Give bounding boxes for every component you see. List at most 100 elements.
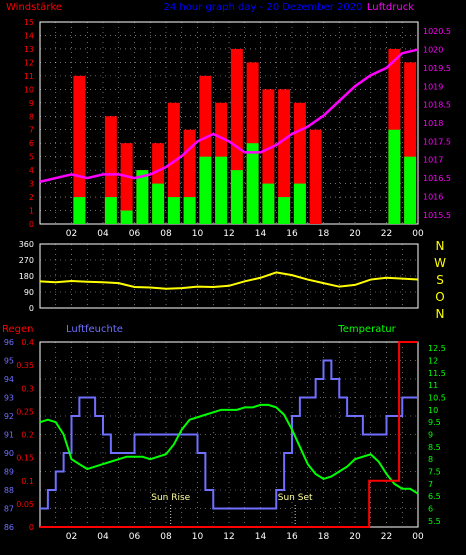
wind-panel-x-tick: 08 xyxy=(160,229,172,239)
rain-y-tick: 0.2 xyxy=(21,431,34,440)
pressure-y-tick: 1020.5 xyxy=(423,27,451,36)
compass-label: W xyxy=(434,256,446,270)
compass-label: S xyxy=(436,273,444,287)
wind-panel-x-tick: 12 xyxy=(223,229,234,239)
wind-bar xyxy=(120,210,133,224)
humidity-y-tick: 89 xyxy=(4,468,14,477)
climate-panel-x-tick: 12 xyxy=(223,532,234,542)
wind-bar xyxy=(293,183,306,224)
wind-y-tick: 8 xyxy=(29,112,34,121)
climate-panel-x-tick: 08 xyxy=(160,532,172,542)
wind-bar xyxy=(246,143,259,224)
pressure-y-tick: 1016.5 xyxy=(423,174,451,183)
wind-panel-x-tick: 06 xyxy=(129,229,141,239)
rain-axis-title: Regen xyxy=(2,324,34,335)
wind-bar xyxy=(230,170,243,224)
wind-y-tick: 10 xyxy=(24,85,34,94)
wind-y-tick: 5 xyxy=(29,153,34,162)
pressure-y-tick: 1015.5 xyxy=(423,211,451,220)
humidity-y-tick: 93 xyxy=(4,394,14,403)
temperature-y-tick: 9 xyxy=(428,431,433,440)
temperature-y-tick: 11 xyxy=(428,381,438,390)
wind-y-tick: 3 xyxy=(29,180,34,189)
rain-y-tick: 0.25 xyxy=(16,407,34,416)
gust-bar xyxy=(309,129,322,224)
pressure-line xyxy=(39,48,419,183)
compass-label: N xyxy=(436,239,445,253)
humidity-axis-title: Luftfeuchte xyxy=(66,324,123,335)
direction-y-tick: 0 xyxy=(29,304,34,313)
wind-panel-x-tick: 10 xyxy=(192,229,204,239)
climate-panel-x-tick: 20 xyxy=(349,532,361,542)
direction-y-tick: 360 xyxy=(19,240,34,249)
rain-y-tick: 0 xyxy=(29,523,34,532)
rain-y-tick: 0.1 xyxy=(21,477,34,486)
temperature-y-tick: 12.5 xyxy=(428,344,446,353)
pressure-y-tick: 1018 xyxy=(423,119,443,128)
humidity-y-tick: 91 xyxy=(4,431,14,440)
temperature-y-tick: 7.5 xyxy=(428,468,441,477)
rain-y-tick: 0.3 xyxy=(21,384,34,393)
humidity-y-tick: 86 xyxy=(4,523,14,532)
temperature-y-tick: 10.5 xyxy=(428,394,446,403)
gust-bar xyxy=(278,89,291,224)
wind-bar xyxy=(278,197,291,224)
pressure-y-tick: 1018.5 xyxy=(423,101,451,110)
climate-panel-x-tick: 02 xyxy=(66,532,77,542)
rain-y-tick: 0.35 xyxy=(16,361,34,370)
temperature-line xyxy=(39,403,419,495)
gust-bar xyxy=(404,62,417,225)
gust-bar xyxy=(293,102,306,224)
wind-y-tick: 2 xyxy=(29,193,34,202)
temperature-y-tick: 11.5 xyxy=(428,369,446,378)
climate-panel-x-tick: 04 xyxy=(97,532,109,542)
humidity-y-tick: 90 xyxy=(4,449,14,458)
humidity-y-tick: 94 xyxy=(4,375,14,384)
rain-y-tick: 0.4 xyxy=(21,338,34,347)
wind-y-tick: 1 xyxy=(29,207,34,216)
humidity-y-tick: 87 xyxy=(4,505,14,514)
wind-panel-x-tick: 20 xyxy=(349,229,361,239)
temperature-y-tick: 5.5 xyxy=(428,517,441,526)
wind-y-tick: 14 xyxy=(24,31,34,40)
wind-y-tick: 15 xyxy=(24,18,34,27)
humidity-y-tick: 88 xyxy=(4,486,14,495)
wind-bar xyxy=(73,197,86,224)
wind-panel-x-tick: 04 xyxy=(97,229,109,239)
humidity-y-tick: 92 xyxy=(4,412,14,421)
wind-y-tick: 11 xyxy=(24,72,34,81)
climate-panel-x-tick: 16 xyxy=(286,532,298,542)
wind-bar xyxy=(136,170,149,224)
pressure-y-tick: 1017.5 xyxy=(423,137,451,146)
temperature-y-tick: 6 xyxy=(428,505,433,514)
wind-bar xyxy=(167,197,180,224)
wind-bar xyxy=(152,183,165,224)
wind-bar xyxy=(388,129,401,224)
rain-y-tick: 0.15 xyxy=(16,454,34,463)
direction-y-tick: 90 xyxy=(24,288,34,297)
wind-bar xyxy=(215,156,228,224)
climate-panel-x-tick: 14 xyxy=(255,532,267,542)
temperature-y-tick: 6.5 xyxy=(428,492,441,501)
temperature-y-tick: 12 xyxy=(428,357,438,366)
temperature-y-tick: 9.5 xyxy=(428,418,441,427)
gust-bar xyxy=(104,116,117,224)
wind-bar xyxy=(183,197,196,224)
rain-line xyxy=(40,341,418,528)
wind-panel-x-tick: 14 xyxy=(255,229,267,239)
wind-panel-x-tick: 02 xyxy=(66,229,77,239)
climate-panel-x-tick: 10 xyxy=(192,532,204,542)
wind-y-tick: 12 xyxy=(24,58,34,67)
wind-bar xyxy=(262,183,275,224)
gust-bar xyxy=(120,143,133,224)
rain-y-tick: 0.05 xyxy=(16,500,34,509)
humidity-line xyxy=(40,359,418,510)
pressure-y-tick: 1019 xyxy=(423,82,443,91)
direction-y-tick: 180 xyxy=(19,272,34,281)
wind-y-tick: 7 xyxy=(29,126,34,135)
chart-title: 24 hour graph day - 20 Dezember 2020 xyxy=(164,2,363,13)
wind-panel-x-tick: 00 xyxy=(412,229,424,239)
gust-bar xyxy=(183,129,196,224)
climate-panel-x-tick: 06 xyxy=(129,532,141,542)
